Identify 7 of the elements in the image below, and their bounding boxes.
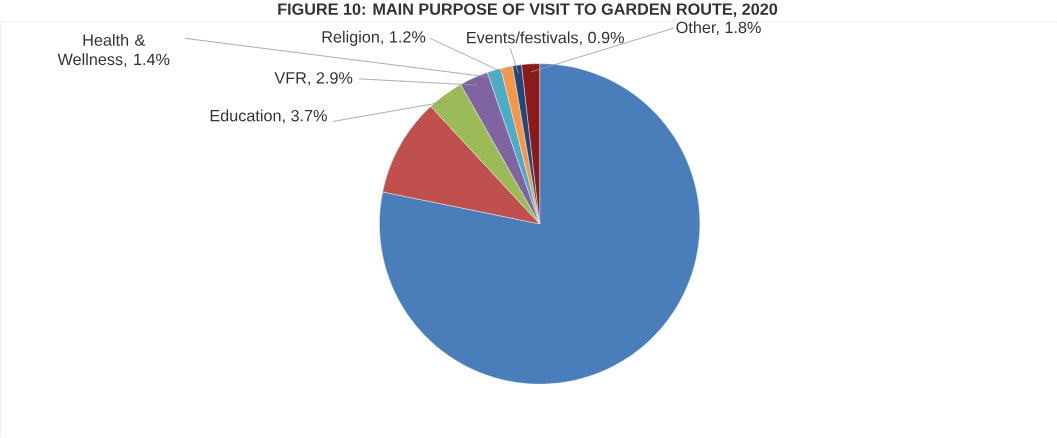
data-label: Health & Wellness, 1.4%	[57, 33, 170, 68]
chart-title: FIGURE 10: MAIN PURPOSE OF VISIT TO GARDEN ROUTE, 2020	[278, 3, 778, 18]
data-label: Religion, 1.2%	[322, 30, 426, 46]
data-label: VFR, 2.9%	[274, 72, 353, 86]
data-label: Education, 3.7%	[210, 109, 327, 124]
data-label: Other, 1.8%	[676, 21, 761, 36]
data-label: Events/festivals, 0.9%	[467, 31, 624, 46]
